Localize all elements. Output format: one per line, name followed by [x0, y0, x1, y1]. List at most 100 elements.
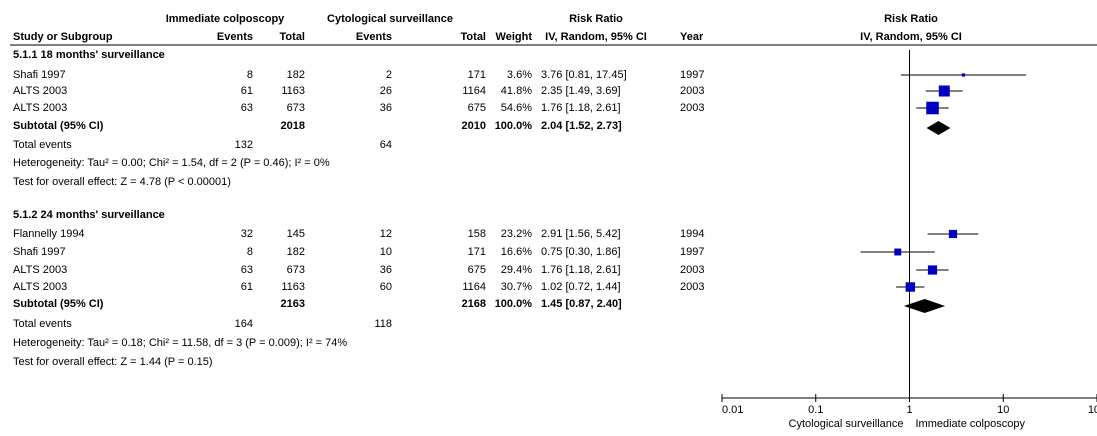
cell: 1163: [281, 85, 305, 97]
header-col: IV, Random, 95% CI: [545, 31, 647, 43]
header-group: Cytological surveillance: [327, 13, 453, 25]
cell: 16.6%: [501, 246, 532, 258]
cell: 182: [287, 69, 305, 81]
overall-effect: Test for overall effect: Z = 1.44 (P = 0…: [13, 356, 213, 368]
header-col: Year: [680, 31, 704, 43]
effect-square: [938, 85, 950, 97]
cell: 3.76 [0.81, 17.45]: [541, 69, 627, 81]
header-effect: Risk Ratio: [884, 13, 938, 25]
cell: 3.6%: [507, 69, 532, 81]
cell: 8: [247, 246, 253, 258]
header-col: Events: [356, 31, 392, 43]
heterogeneity: Heterogeneity: Tau² = 0.00; Chi² = 1.54,…: [13, 157, 330, 169]
effect-square: [961, 73, 966, 77]
x-label-left: Cytological surveillance: [789, 418, 904, 430]
effect-square: [926, 101, 939, 115]
cell: 1.02 [0.72, 1.44]: [541, 281, 621, 293]
x-tick-label: 100: [1088, 404, 1097, 416]
total-events-label: Total events: [13, 139, 72, 151]
cell: 145: [287, 228, 305, 240]
cell: 63: [241, 102, 253, 114]
cell: 29.4%: [501, 264, 532, 276]
study-name: ALTS 2003: [13, 264, 67, 276]
cell: 1164: [462, 281, 486, 293]
cell: 673: [287, 102, 305, 114]
cell: 61: [241, 281, 253, 293]
overall-effect: Test for overall effect: Z = 4.78 (P < 0…: [13, 176, 231, 188]
summary-diamond: [926, 121, 951, 135]
header-group: Immediate colposcopy: [166, 13, 285, 25]
header-effect: Risk Ratio: [569, 13, 623, 25]
cell: 12: [380, 228, 392, 240]
study-name: ALTS 2003: [13, 281, 67, 293]
effect-square: [948, 229, 958, 239]
cell: 673: [287, 264, 305, 276]
subtotal-label: Subtotal (95% CI): [13, 120, 104, 132]
x-label-right: Immediate colposcopy: [916, 418, 1026, 430]
cell: 1.76 [1.18, 2.61]: [541, 264, 621, 276]
cell: 2163: [281, 298, 305, 310]
cell: 1163: [281, 281, 305, 293]
cell: 10: [380, 246, 392, 258]
effect-square: [927, 265, 938, 275]
cell: 171: [468, 246, 486, 258]
header-col: Total: [280, 31, 305, 43]
study-name: Flannelly 1994: [13, 228, 85, 240]
cell: 2010: [462, 120, 486, 132]
effect-square: [905, 282, 916, 292]
cell: 60: [380, 281, 392, 293]
cell: 118: [374, 318, 392, 330]
heterogeneity: Heterogeneity: Tau² = 0.18; Chi² = 11.58…: [13, 337, 347, 349]
cell: 2: [386, 69, 392, 81]
header-col: Events: [217, 31, 253, 43]
header-col: Weight: [496, 31, 533, 43]
cell: 0.75 [0.30, 1.86]: [541, 246, 621, 258]
subgroup-title: 5.1.2 24 months' surveillance: [13, 209, 165, 221]
cell: 100.0%: [495, 120, 533, 132]
cell: 61: [241, 85, 253, 97]
cell: 2003: [680, 102, 704, 114]
cell: 132: [235, 139, 253, 151]
x-tick-label: 0.01: [722, 404, 743, 416]
subgroup-title: 5.1.1 18 months' surveillance: [13, 49, 165, 61]
cell: 54.6%: [501, 102, 532, 114]
cell: 1.76 [1.18, 2.61]: [541, 102, 621, 114]
cell: 171: [468, 69, 486, 81]
cell: 1164: [462, 85, 486, 97]
cell: 41.8%: [501, 85, 532, 97]
cell: 164: [235, 318, 253, 330]
cell: 675: [468, 102, 486, 114]
header-col: Study or Subgroup: [13, 31, 113, 43]
study-name: Shafi 1997: [13, 69, 66, 81]
cell: 182: [287, 246, 305, 258]
cell: 36: [380, 264, 392, 276]
cell: 30.7%: [501, 281, 532, 293]
cell: 2003: [680, 264, 704, 276]
total-events-label: Total events: [13, 318, 72, 330]
cell: 2.35 [1.49, 3.69]: [541, 85, 621, 97]
x-tick-label: 10: [997, 404, 1009, 416]
cell: 2003: [680, 85, 704, 97]
cell: 23.2%: [501, 228, 532, 240]
cell: 100.0%: [495, 298, 533, 310]
cell: 63: [241, 264, 253, 276]
header-col: Total: [461, 31, 486, 43]
x-tick-label: 1: [906, 404, 912, 416]
cell: 32: [241, 228, 253, 240]
cell: 2018: [281, 120, 305, 132]
cell: 158: [468, 228, 486, 240]
study-name: Shafi 1997: [13, 246, 66, 258]
cell: 2.04 [1.52, 2.73]: [541, 120, 622, 132]
header-col: IV, Random, 95% CI: [860, 31, 962, 43]
cell: 675: [468, 264, 486, 276]
study-name: ALTS 2003: [13, 85, 67, 97]
effect-square: [894, 248, 902, 256]
subtotal-label: Subtotal (95% CI): [13, 298, 104, 310]
cell: 2168: [462, 298, 486, 310]
summary-diamond: [903, 299, 946, 313]
x-tick-label: 0.1: [808, 404, 823, 416]
cell: 36: [380, 102, 392, 114]
cell: 1.45 [0.87, 2.40]: [541, 298, 622, 310]
cell: 8: [247, 69, 253, 81]
